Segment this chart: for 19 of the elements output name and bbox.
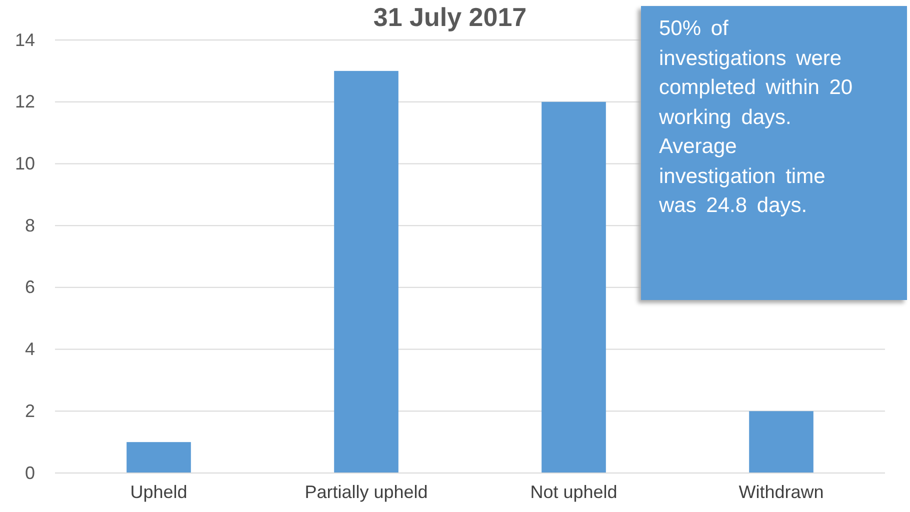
x-tick-label: Withdrawn	[738, 482, 824, 502]
y-tick-label: 6	[24, 277, 35, 298]
bar	[126, 442, 191, 473]
x-tick-label: Not upheld	[530, 482, 618, 502]
x-tick-label: Partially upheld	[304, 482, 428, 502]
bar	[542, 102, 606, 473]
y-tick-label: 0	[24, 462, 35, 483]
chart-title: 31 July 2017	[373, 2, 527, 32]
y-tick-label: 2	[24, 400, 35, 421]
note-box: 50% of investigations were completed within 20 working days. Average investigation time was 24.8 days.	[641, 6, 907, 300]
bar	[334, 70, 398, 473]
y-tick-label: 12	[14, 92, 35, 112]
y-tick-label: 4	[24, 339, 35, 360]
annotation: 50% of investigations were completed within 20 working days. Average investigation time was 24.8 days.	[659, 17, 853, 217]
bar	[749, 411, 814, 473]
y-tick-label: 10	[14, 153, 35, 174]
x-tick-label: Upheld	[130, 482, 188, 502]
y-tick-label: 8	[24, 215, 35, 236]
y-tick-label: 14	[14, 30, 35, 50]
